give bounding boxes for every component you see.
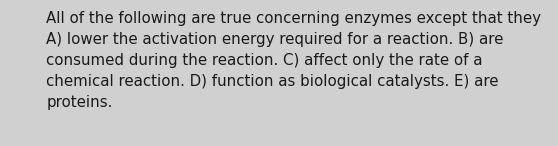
Text: All of the following are true concerning enzymes except that they
A) lower the a: All of the following are true concerning… <box>46 11 541 110</box>
